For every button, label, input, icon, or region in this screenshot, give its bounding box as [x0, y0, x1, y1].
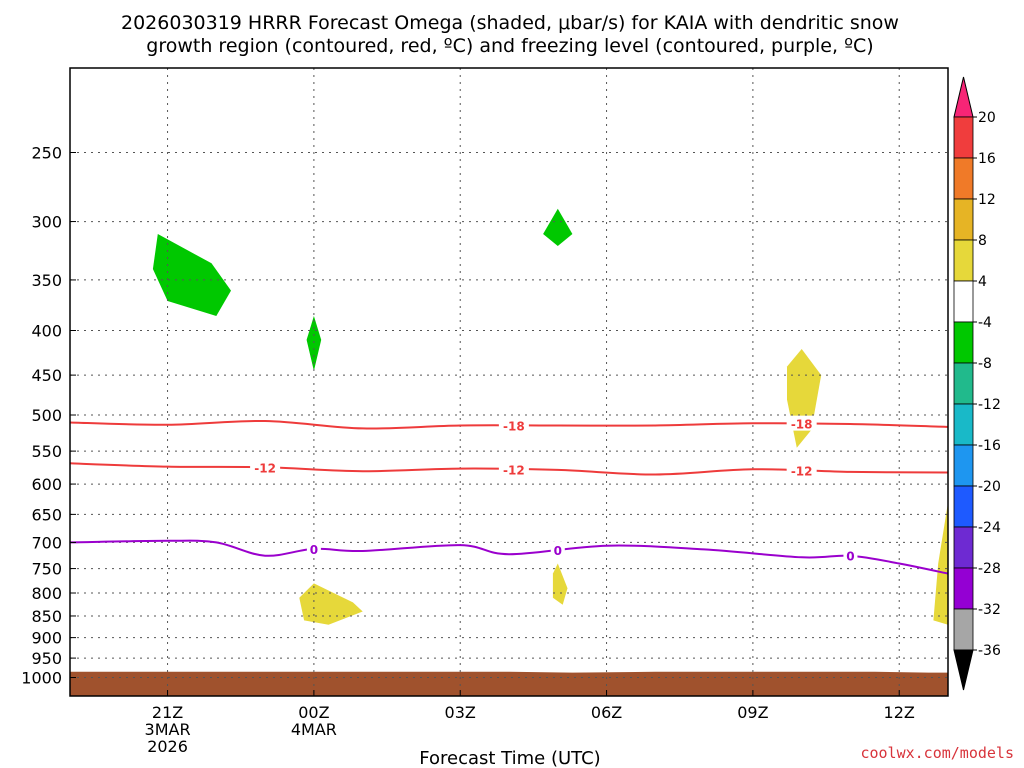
contour-label-bg — [786, 415, 817, 431]
colorbar-swatch-8 — [953, 403, 974, 446]
colorbar-tick-label--4: -4 — [978, 315, 992, 331]
contour-label-bg — [250, 459, 281, 475]
colorbar-tick-label--12: -12 — [978, 397, 1001, 413]
colorbar-swatch-3 — [953, 198, 974, 241]
colorbar-tick-label-4: 4 — [978, 274, 987, 290]
contour-label-bg — [550, 541, 565, 557]
colorbar-tick-label--28: -28 — [978, 561, 1001, 577]
contour-label-bg — [498, 461, 529, 477]
colorbar-tick-label--36: -36 — [978, 643, 1001, 659]
y-tick-label-800: 800 — [31, 584, 62, 603]
colorbar-swatch-12 — [953, 567, 974, 610]
contour-label--18-1: -18 — [791, 418, 813, 432]
omega-region-6 — [933, 502, 948, 625]
colorbar-swatch-2 — [953, 157, 974, 200]
contour-label--12-2: -12 — [791, 465, 813, 479]
x-tick-label-03Z: 03Z — [445, 703, 476, 722]
y-tick-label-500: 500 — [31, 406, 62, 425]
x-tick-label-00Z: 00Z — [298, 703, 329, 722]
y-tick-label-250: 250 — [31, 144, 62, 163]
y-tick-label-300: 300 — [31, 213, 62, 232]
x-tick-label-09Z: 09Z — [737, 703, 768, 722]
y-axis-ticks: 250 300 350 400 450 500 550 600 650 700 750 800 850 9… — [21, 144, 76, 688]
x-tick-label-21Z: 21Z — [152, 703, 183, 722]
colorbar-swatch-13 — [953, 608, 974, 651]
colorbar-swatch-7 — [953, 362, 974, 405]
y-tick-label-850: 850 — [31, 607, 62, 626]
colorbar-extend-bottom — [953, 649, 974, 691]
contour-label-0-2: 0 — [846, 550, 854, 564]
credit-text: coolwx.com/models — [860, 744, 1014, 762]
omega-region-4 — [299, 583, 363, 625]
colorbar-tick-label-20: 20 — [978, 110, 996, 126]
chart-title-line1: 2026030319 HRRR Forecast Omega (shaded, … — [121, 12, 899, 34]
y-tick-label-1000: 1000 — [21, 669, 62, 688]
x-tick-label-2026: 2026 — [147, 737, 188, 756]
omega-region-0 — [152, 234, 231, 316]
contour-label-0-0: 0 — [310, 543, 318, 557]
y-tick-label-750: 750 — [31, 560, 62, 579]
y-tick-label-400: 400 — [31, 322, 62, 341]
y-tick-label-550: 550 — [31, 442, 62, 461]
contour-label-bg — [498, 417, 529, 433]
x-tick-label-12Z: 12Z — [884, 703, 915, 722]
plot-frame — [69, 67, 949, 697]
y-tick-label-950: 950 — [31, 649, 62, 668]
colorbar-swatch-1 — [953, 116, 974, 159]
terrain-band — [70, 671, 948, 696]
colorbar-swatch-5 — [953, 280, 974, 323]
y-tick-label-350: 350 — [31, 271, 62, 290]
y-tick-label-600: 600 — [31, 475, 62, 494]
colorbar-swatch-10 — [953, 485, 974, 528]
contour-label-bg — [843, 547, 858, 563]
colorbar-tick-label--8: -8 — [978, 356, 992, 372]
x-tick-label-3MAR: 3MAR — [145, 720, 191, 739]
omega-region-2 — [543, 208, 573, 246]
colorbar-swatch-11 — [953, 526, 974, 569]
contour-label-bg — [786, 462, 817, 478]
y-tick-label-450: 450 — [31, 366, 62, 385]
colorbar-tick-label--16: -16 — [978, 438, 1001, 454]
colorbar-tick-label-8: 8 — [978, 233, 987, 249]
x-tick-label-06Z: 06Z — [591, 703, 622, 722]
colorbar-tick-label--24: -24 — [978, 520, 1001, 536]
contour-label-bg — [306, 540, 321, 556]
colorbar: 20 16 12 8 4 -4 -8 -12 -16 -20 -24 -28 -32 -36 — [953, 76, 1001, 691]
x-axis-label: Forecast Time (UTC) — [419, 748, 600, 768]
chart-title-line2: growth region (contoured, red, ºC) and f… — [146, 35, 873, 57]
contour-label--12-1: -12 — [503, 463, 525, 477]
y-tick-label-700: 700 — [31, 533, 62, 552]
colorbar-tick-label--20: -20 — [978, 479, 1001, 495]
colorbar-swatch-4 — [953, 239, 974, 282]
colorbar-extend-top — [953, 76, 974, 118]
colorbar-swatch-6 — [953, 321, 974, 364]
terrain-layer — [70, 671, 948, 696]
y-tick-label-900: 900 — [31, 629, 62, 648]
x-tick-label-4MAR: 4MAR — [291, 720, 337, 739]
colorbar-tick-label-16: 16 — [978, 151, 996, 167]
contour-label--18-0: -18 — [503, 419, 525, 433]
colorbar-tick-label-12: 12 — [978, 192, 996, 208]
temperature-contours: -18 -18 -12 -12 -12 0 0 0 — [69, 415, 949, 575]
omega-shaded-regions — [152, 208, 948, 625]
y-tick-label-650: 650 — [31, 505, 62, 524]
colorbar-swatch-9 — [953, 444, 974, 487]
omega-region-5 — [552, 563, 568, 605]
omega-region-1 — [306, 316, 322, 371]
colorbar-tick-label--32: -32 — [978, 602, 1001, 618]
contour-label--12-0: -12 — [254, 461, 276, 475]
contour-label-0-1: 0 — [554, 544, 562, 558]
contour-line-0 — [69, 539, 949, 575]
